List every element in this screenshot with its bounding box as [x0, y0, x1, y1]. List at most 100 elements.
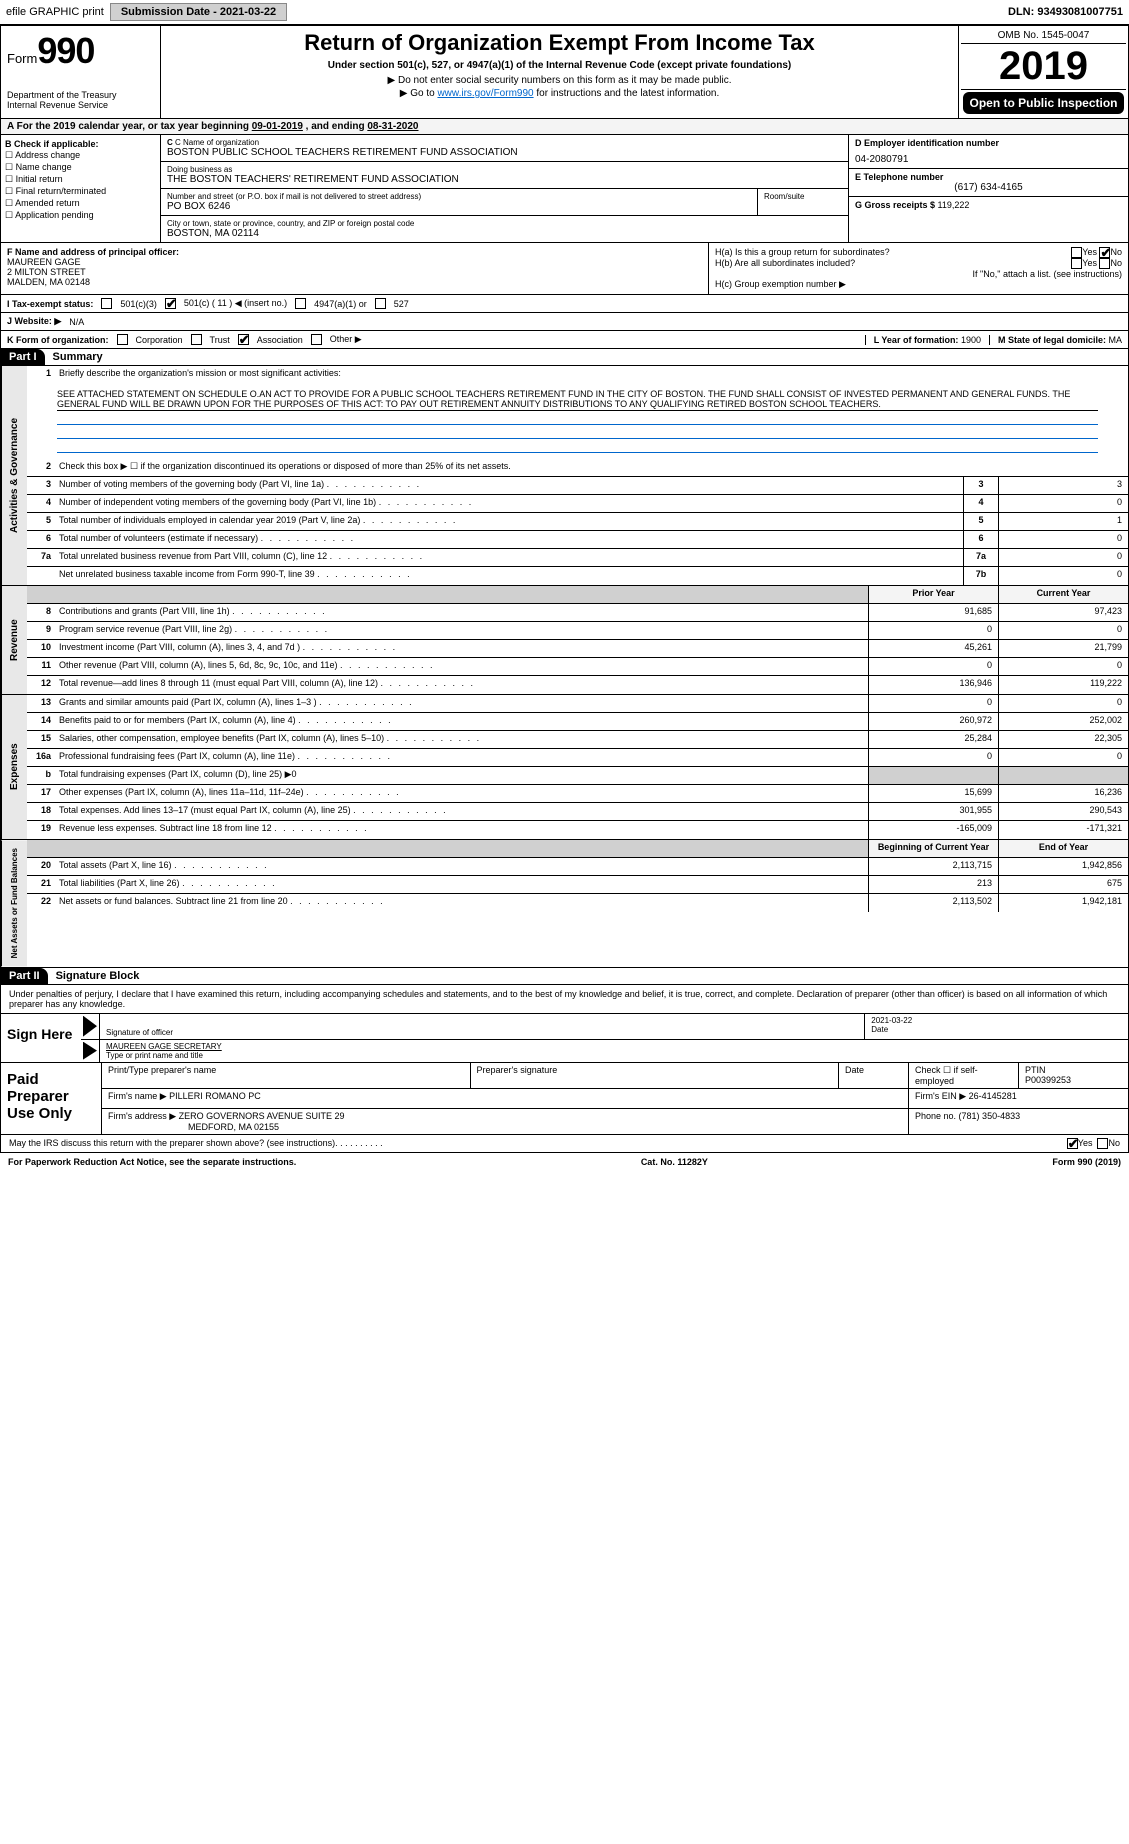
line-desc: Total number of volunteers (estimate if … — [55, 531, 963, 548]
discuss-no-checkbox[interactable] — [1097, 1138, 1108, 1149]
prior-year-value — [868, 767, 998, 784]
sig-date-value: 2021-03-22 — [871, 1016, 1122, 1025]
501c3-label: 501(c)(3) — [120, 299, 157, 309]
check-application-pending[interactable]: ☐ Application pending — [5, 210, 156, 221]
form-number: Form990 — [7, 30, 154, 72]
sig-date-label: Date — [871, 1025, 1122, 1034]
sign-here-grid: Sign Here Signature of officer 2021-03-2… — [1, 1013, 1128, 1062]
paid-preparer-label: Paid Preparer Use Only — [1, 1063, 101, 1134]
line-desc: Grants and similar amounts paid (Part IX… — [55, 695, 868, 712]
section-f: F Name and address of principal officer:… — [1, 243, 708, 294]
submission-date-button[interactable]: Submission Date - 2021-03-22 — [110, 3, 287, 21]
discuss-dots: . . . . . . . . . . — [335, 1138, 1067, 1149]
check-amended-return[interactable]: ☐ Amended return — [5, 198, 156, 209]
summary-line: 3Number of voting members of the governi… — [27, 477, 1128, 495]
trust-checkbox[interactable] — [191, 334, 202, 345]
501c3-checkbox[interactable] — [101, 298, 112, 309]
summary-line: 6Total number of volunteers (estimate if… — [27, 531, 1128, 549]
hb-yes-checkbox[interactable] — [1071, 258, 1082, 269]
discuss-no-label: No — [1108, 1138, 1120, 1149]
line-num: 15 — [27, 731, 55, 748]
page-footer: For Paperwork Reduction Act Notice, see … — [0, 1153, 1129, 1171]
phone-label: E Telephone number — [855, 172, 1122, 182]
current-year-value: 0 — [998, 695, 1128, 712]
summary-line: 15Salaries, other compensation, employee… — [27, 731, 1128, 749]
other-label: Other ▶ — [330, 334, 362, 345]
line-num: 22 — [27, 894, 55, 912]
section-b: B Check if applicable: ☐ Address change … — [1, 135, 161, 242]
check-final-return[interactable]: ☐ Final return/terminated — [5, 186, 156, 197]
name-arrow-icon — [83, 1042, 97, 1060]
assoc-checkbox[interactable] — [238, 334, 249, 345]
line-num: 10 — [27, 640, 55, 657]
current-year-value: 0 — [998, 749, 1128, 766]
prior-year-value: 260,972 — [868, 713, 998, 730]
ha-answer: Yes No — [1071, 247, 1122, 258]
check-address-change-label: Address change — [15, 150, 80, 160]
527-label: 527 — [394, 299, 409, 309]
officer-printed-name: MAUREEN GAGE SECRETARY — [106, 1042, 1122, 1051]
room-label: Room/suite — [764, 192, 842, 201]
activities-governance-block: Activities & Governance 1 Briefly descri… — [0, 366, 1129, 586]
line-desc: Other expenses (Part IX, column (A), lin… — [55, 785, 868, 802]
end-year-header: End of Year — [998, 840, 1128, 857]
line-num — [27, 567, 55, 585]
summary-line: bTotal fundraising expenses (Part IX, co… — [27, 767, 1128, 785]
city-value: BOSTON, MA 02114 — [167, 228, 842, 239]
summary-line: 22Net assets or fund balances. Subtract … — [27, 894, 1128, 912]
corp-checkbox[interactable] — [117, 334, 128, 345]
section-f-h: F Name and address of principal officer:… — [0, 243, 1129, 295]
note2-pre: ▶ Go to — [400, 88, 438, 99]
prep-selfemp-label: Check ☐ if self-employed — [908, 1063, 1018, 1088]
dln-label: DLN: 93493081007751 — [1008, 6, 1123, 18]
check-final-return-label: Final return/terminated — [16, 186, 107, 196]
irs-link[interactable]: www.irs.gov/Form990 — [437, 88, 533, 99]
line-desc: Total expenses. Add lines 13–17 (must eq… — [55, 803, 868, 820]
prior-year-value: 0 — [868, 749, 998, 766]
line-num: 11 — [27, 658, 55, 675]
form-subtitle: Under section 501(c), 527, or 4947(a)(1)… — [169, 60, 950, 71]
current-year-value: 16,236 — [998, 785, 1128, 802]
hb-no-checkbox[interactable] — [1099, 258, 1110, 269]
527-checkbox[interactable] — [375, 298, 386, 309]
check-name-change[interactable]: ☐ Name change — [5, 162, 156, 173]
ha-no-label: No — [1110, 247, 1122, 257]
summary-line: 21Total liabilities (Part X, line 26) 21… — [27, 876, 1128, 894]
line-num: 13 — [27, 695, 55, 712]
city-label: City or town, state or province, country… — [167, 219, 842, 228]
line-desc: Total fundraising expenses (Part IX, col… — [55, 767, 868, 784]
summary-line: 5Total number of individuals employed in… — [27, 513, 1128, 531]
line-num: 4 — [27, 495, 55, 512]
4947-checkbox[interactable] — [295, 298, 306, 309]
section-c: C C Name of organization BOSTON PUBLIC S… — [161, 135, 848, 242]
prior-year-value: 0 — [868, 622, 998, 639]
ha-no-checkbox[interactable] — [1099, 247, 1110, 258]
period-mid: , and ending — [306, 121, 368, 132]
mission-blank-line-1 — [57, 413, 1098, 425]
net-blank-num — [27, 840, 55, 857]
discuss-yes-checkbox[interactable] — [1067, 1138, 1078, 1149]
assoc-label: Association — [257, 335, 303, 345]
line-ref: 4 — [963, 495, 998, 512]
ptin-value: P00399253 — [1025, 1075, 1122, 1085]
line2-desc: Check this box ▶ ☐ if the organization d… — [55, 459, 1128, 476]
firm-phone-label: Phone no. — [915, 1111, 959, 1121]
officer-name: MAUREEN GAGE — [7, 257, 702, 267]
line2-num: 2 — [27, 459, 55, 476]
501c-checkbox[interactable] — [165, 298, 176, 309]
sig-officer-label: Signature of officer — [106, 1028, 858, 1037]
summary-line: 8Contributions and grants (Part VIII, li… — [27, 604, 1128, 622]
check-address-change[interactable]: ☐ Address change — [5, 150, 156, 161]
line-desc: Salaries, other compensation, employee b… — [55, 731, 868, 748]
line-ref: 5 — [963, 513, 998, 530]
beg-year-value: 2,113,502 — [868, 894, 998, 912]
other-checkbox[interactable] — [311, 334, 322, 345]
section-i: I Tax-exempt status: 501(c)(3) 501(c) ( … — [0, 295, 1129, 313]
prior-year-header: Prior Year — [868, 586, 998, 603]
ha-yes-checkbox[interactable] — [1071, 247, 1082, 258]
part1-badge: Part I — [1, 349, 45, 365]
check-initial-return[interactable]: ☐ Initial return — [5, 174, 156, 185]
summary-line: 11Other revenue (Part VIII, column (A), … — [27, 658, 1128, 676]
year-formation-label: L Year of formation: — [874, 335, 961, 345]
current-year-value: 0 — [998, 622, 1128, 639]
